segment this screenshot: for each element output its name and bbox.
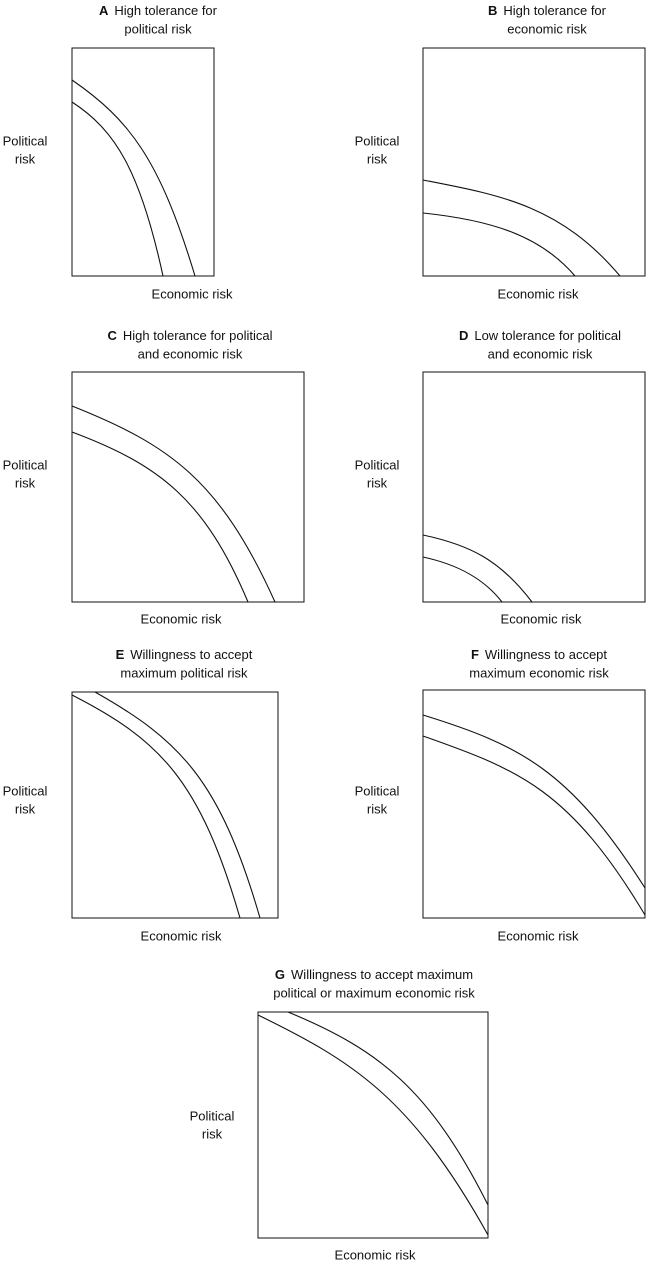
- panel-letter: D: [459, 328, 468, 343]
- y-axis-label: risk: [15, 151, 36, 166]
- panel: F Willingness to accept maximum economic r…: [355, 647, 646, 943]
- plot-frame: [71, 371, 305, 603]
- x-axis-label: Economic risk: [498, 928, 579, 943]
- boundary-curve: [422, 179, 621, 277]
- panel-title-line: maximum economic risk: [469, 665, 609, 680]
- panel-letter: E: [116, 647, 125, 662]
- panel-title-line: political or maximum economic risk: [273, 985, 475, 1000]
- y-axis-label: Political: [3, 457, 48, 472]
- panel: A High tolerance for political risk Politic…: [3, 3, 233, 301]
- panel-letter: B: [488, 3, 497, 18]
- boundary-curve: [287, 1011, 489, 1206]
- x-axis-label: Economic risk: [141, 928, 222, 943]
- panel-title-line: Low tolerance for political: [474, 328, 621, 343]
- y-axis-label: Political: [3, 783, 48, 798]
- panel-title: F Willingness to accept: [471, 647, 607, 662]
- boundary-curve: [71, 405, 276, 603]
- panel-title: B High tolerance for: [488, 3, 607, 18]
- panel-title-line: High tolerance for: [114, 3, 217, 18]
- panel-letter: F: [471, 647, 479, 662]
- panel: E Willingness to accept maximum political …: [3, 647, 279, 943]
- panel-title: E Willingness to accept: [116, 647, 253, 662]
- panel-title-line: Willingness to accept: [485, 647, 607, 662]
- panel-title-line: and economic risk: [138, 346, 243, 361]
- y-axis-label: risk: [202, 1126, 223, 1141]
- boundary-curve: [71, 431, 249, 603]
- y-axis-label: risk: [367, 801, 388, 816]
- boundary-curve: [71, 101, 164, 277]
- y-axis-label: risk: [15, 801, 36, 816]
- x-axis-label: Economic risk: [335, 1247, 416, 1262]
- panel: G Willingness to accept maximum political …: [190, 967, 489, 1262]
- panel-title-line: Willingness to accept: [130, 647, 252, 662]
- panel-letter: G: [275, 967, 285, 982]
- boundary-curve: [422, 714, 646, 889]
- panel: D Low tolerance for political and economic…: [355, 328, 646, 626]
- y-axis-label: Political: [3, 133, 48, 148]
- boundary-curve: [94, 691, 261, 919]
- boundary-curve: [422, 212, 576, 277]
- boundary-curve: [422, 735, 646, 916]
- y-axis-label: risk: [367, 475, 388, 490]
- plot-frame: [422, 689, 646, 919]
- panel: C High tolerance for political and economi…: [3, 328, 305, 626]
- boundary-curve: [257, 1014, 489, 1236]
- panel-title-line: and economic risk: [488, 346, 593, 361]
- panel-title-line: High tolerance for: [503, 3, 606, 18]
- plot-frame: [422, 371, 646, 603]
- panel-title-line: Willingness to accept maximum: [291, 967, 473, 982]
- y-axis-label: Political: [355, 457, 400, 472]
- plot-frame: [71, 691, 279, 919]
- plot-frame: [257, 1011, 489, 1239]
- panel: B High tolerance for economic risk Politica…: [355, 3, 646, 301]
- panel-title-line: political risk: [124, 21, 192, 36]
- boundary-curve: [422, 556, 503, 603]
- panel-title-line: economic risk: [507, 21, 587, 36]
- boundary-curve: [71, 79, 196, 277]
- panel-title: D Low tolerance for political: [459, 328, 621, 343]
- y-axis-label: Political: [190, 1108, 235, 1123]
- boundary-curve: [71, 694, 241, 919]
- x-axis-label: Economic risk: [152, 286, 233, 301]
- panel-title-line: maximum political risk: [120, 665, 248, 680]
- panel-letter: C: [108, 328, 118, 343]
- y-axis-label: risk: [15, 475, 36, 490]
- y-axis-label: Political: [355, 133, 400, 148]
- panel-title-line: High tolerance for political: [123, 328, 273, 343]
- y-axis-label: Political: [355, 783, 400, 798]
- x-axis-label: Economic risk: [501, 611, 582, 626]
- panel-title: A High tolerance for: [99, 3, 218, 18]
- panel-letter: A: [99, 3, 109, 18]
- x-axis-label: Economic risk: [498, 286, 579, 301]
- panel-title: C High tolerance for political: [108, 328, 273, 343]
- y-axis-label: risk: [367, 151, 388, 166]
- plot-frame: [422, 47, 646, 277]
- x-axis-label: Economic risk: [141, 611, 222, 626]
- boundary-curve: [422, 534, 533, 603]
- panel-title: G Willingness to accept maximum: [275, 967, 473, 982]
- plot-frame: [71, 47, 215, 277]
